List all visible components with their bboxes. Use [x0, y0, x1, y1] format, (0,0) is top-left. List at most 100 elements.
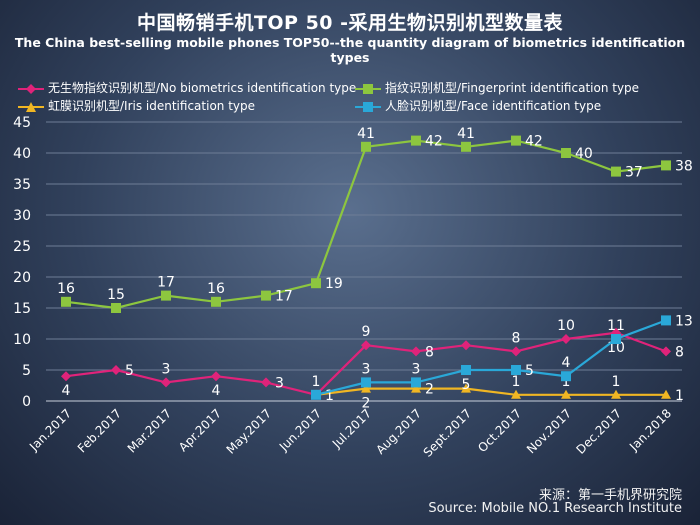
data-label: 1: [512, 374, 521, 390]
source-cn: 来源：第一手机界研究院: [538, 488, 682, 503]
data-label: 9: [362, 324, 371, 340]
data-point: [561, 148, 571, 158]
data-point: [461, 340, 471, 351]
x-tick-label: Mar.2017: [125, 406, 174, 455]
y-tick-label: 45: [13, 115, 31, 131]
legend-item-iris: 虹膜识别机型/Iris identification type: [18, 97, 255, 114]
data-point: [661, 346, 671, 357]
data-label: 1: [312, 374, 321, 390]
y-tick-label: 20: [13, 270, 31, 286]
data-label: 16: [207, 281, 225, 297]
data-label: 17: [157, 275, 175, 291]
data-label: 2: [362, 396, 371, 412]
y-tick-label: 40: [13, 146, 31, 162]
data-label: 5: [125, 363, 134, 379]
legend-item-fingerprint: 指纹识别机型/Fingerprint identification type: [355, 79, 639, 96]
data-point: [161, 377, 171, 388]
y-tick-label: 5: [22, 363, 31, 379]
data-label: 3: [275, 375, 284, 391]
data-point: [361, 383, 371, 393]
data-label: 5: [462, 377, 471, 393]
data-label: 1: [612, 374, 621, 390]
legend-label-iris: 虹膜识别机型/Iris identification type: [48, 99, 256, 113]
data-point: [361, 340, 371, 351]
data-point: [61, 296, 71, 307]
data-point: [411, 377, 421, 388]
data-label: 2: [425, 382, 434, 398]
data-point: [511, 346, 521, 357]
data-point: [461, 383, 471, 393]
data-label: 17: [275, 289, 293, 305]
x-tick-label: Apr.2017: [176, 406, 224, 454]
x-tick-label: Aug.2017: [373, 406, 424, 457]
data-point: [561, 371, 571, 382]
data-label: 16: [57, 281, 75, 297]
data-point: [661, 389, 671, 399]
data-point: [561, 389, 571, 399]
legend-label-no-biometrics: 无生物指纹识别机型/No biometrics identification t…: [48, 81, 357, 95]
source-en: Source: Mobile NO.1 Research Institute: [428, 501, 682, 516]
data-point: [211, 296, 221, 307]
data-point: [111, 303, 121, 313]
data-point: [61, 371, 71, 382]
data-label: 1: [675, 388, 684, 404]
x-tick-label: Feb.2017: [75, 406, 124, 455]
series-line: [315, 387, 666, 396]
data-point: [361, 377, 371, 388]
data-label: 41: [457, 126, 475, 142]
x-tick-label: Oct.2017: [475, 406, 524, 455]
x-tick-label: May.2017: [224, 406, 275, 457]
data-label: 8: [425, 344, 434, 360]
data-label: 19: [325, 276, 343, 292]
data-point: [411, 346, 421, 357]
data-label: 37: [625, 165, 643, 181]
data-label: 3: [162, 361, 171, 377]
x-tick-label: Jan.2017: [26, 406, 74, 454]
data-point: [261, 290, 271, 301]
data-point: [361, 141, 371, 152]
y-tick-label: 0: [22, 394, 31, 410]
data-label: 8: [512, 330, 521, 346]
data-point: [461, 141, 471, 152]
data-label: 11: [607, 318, 625, 334]
data-point: [211, 371, 221, 382]
data-label: 4: [562, 355, 571, 371]
data-point: [311, 278, 321, 289]
legend-triangle-icon: [18, 101, 44, 112]
data-point: [261, 377, 271, 388]
data-point: [511, 365, 521, 375]
y-tick-label: 35: [13, 177, 31, 193]
data-label: 4: [212, 383, 221, 399]
data-point: [611, 166, 621, 177]
data-point: [161, 290, 171, 301]
data-label: 3: [362, 361, 371, 377]
data-point: [411, 135, 421, 146]
data-label: 38: [675, 158, 693, 174]
y-tick-label: 15: [13, 301, 31, 317]
data-label: 42: [525, 134, 543, 150]
data-point: [111, 365, 121, 375]
data-point: [611, 334, 621, 344]
data-label: 3: [412, 361, 421, 377]
data-label: 1: [562, 374, 571, 390]
data-point: [411, 383, 421, 393]
data-label: 4: [62, 383, 71, 399]
series-line: [315, 319, 667, 396]
data-point: [661, 315, 671, 326]
data-label: 42: [425, 134, 443, 150]
data-label: 13: [675, 313, 693, 329]
legend-item-face: 人脸识别机型/Face identification type: [355, 97, 601, 114]
chart-subtitle: The China best-selling mobile phones TOP…: [14, 35, 686, 65]
data-point: [661, 160, 671, 171]
x-tick-label: Nov.2017: [524, 406, 574, 456]
legend-diamond-icon: [18, 83, 44, 94]
data-label: 15: [107, 287, 125, 303]
y-tick-label: 30: [13, 208, 31, 224]
chart-title: 中国畅销手机TOP 50 -采用生物识别机型数量表: [136, 12, 564, 34]
data-point: [511, 135, 521, 146]
data-point: [561, 334, 571, 344]
data-label: 8: [675, 344, 684, 360]
series-line: [65, 139, 667, 310]
legend-label-fingerprint: 指纹识别机型/Fingerprint identification type: [385, 81, 640, 95]
